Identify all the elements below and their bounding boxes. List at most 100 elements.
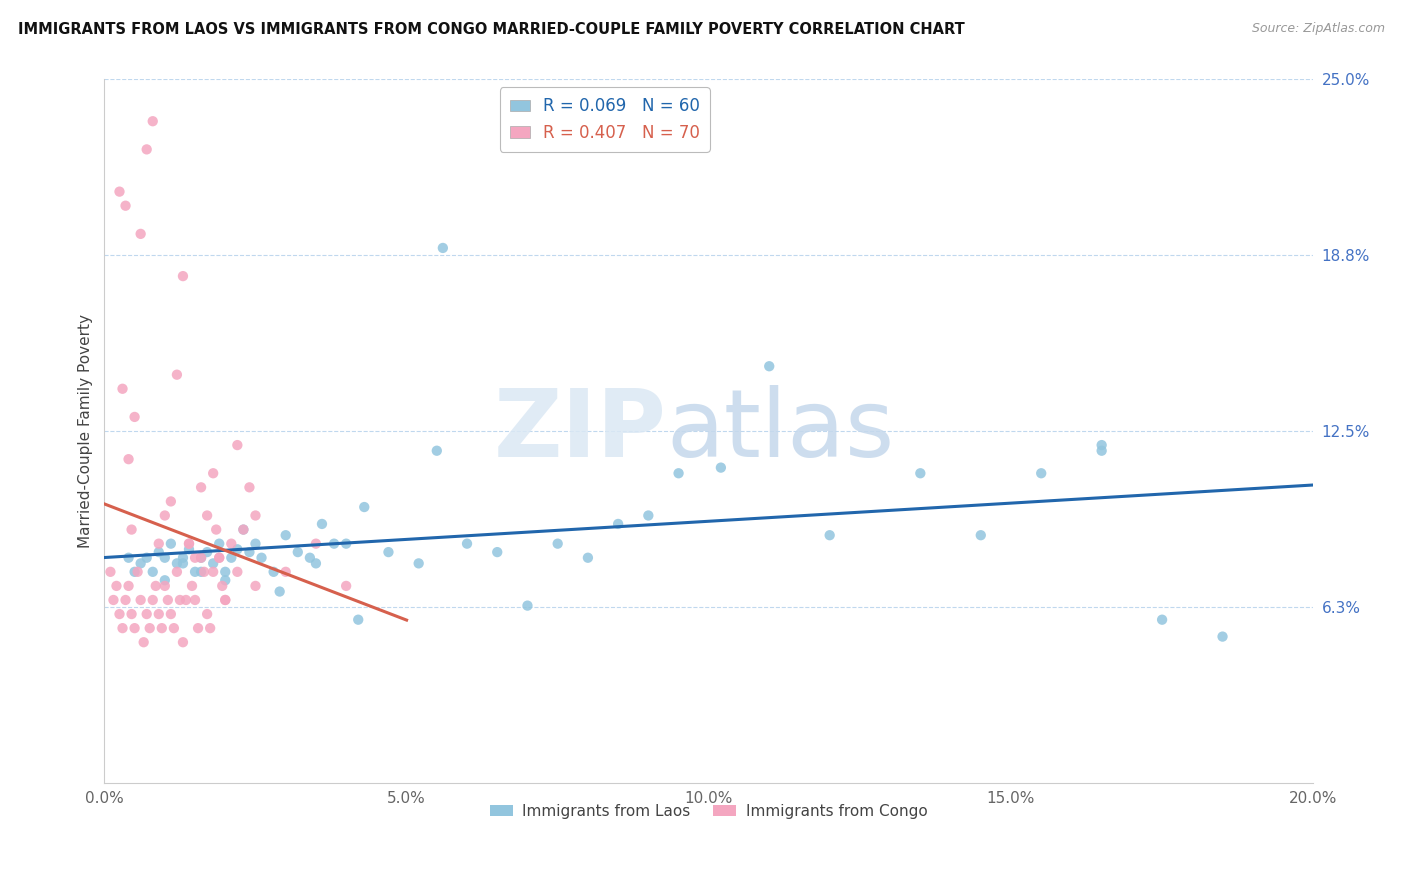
Point	[172, 557, 194, 571]
Point	[818, 528, 841, 542]
Point	[195, 545, 218, 559]
Point	[668, 467, 690, 481]
Point	[710, 460, 733, 475]
Point	[486, 545, 509, 559]
Point	[111, 621, 134, 635]
Point	[221, 536, 243, 550]
Point	[177, 542, 200, 557]
Point	[124, 565, 146, 579]
Point	[148, 536, 170, 550]
Point	[160, 536, 183, 550]
Point	[214, 574, 236, 588]
Point	[135, 142, 157, 156]
Point	[148, 545, 170, 559]
Point	[135, 550, 157, 565]
Point	[172, 550, 194, 565]
Point	[238, 480, 260, 494]
Point	[208, 536, 231, 550]
Point	[195, 607, 218, 621]
Point	[121, 523, 143, 537]
Point	[117, 579, 139, 593]
Point	[377, 545, 399, 559]
Point	[166, 557, 188, 571]
Legend: Immigrants from Laos, Immigrants from Congo: Immigrants from Laos, Immigrants from Co…	[484, 797, 934, 825]
Point	[202, 467, 225, 481]
Point	[127, 565, 149, 579]
Point	[232, 523, 254, 537]
Point	[274, 528, 297, 542]
Point	[172, 635, 194, 649]
Point	[190, 550, 212, 565]
Point	[195, 508, 218, 523]
Point	[607, 516, 630, 531]
Point	[105, 579, 128, 593]
Point	[547, 536, 569, 550]
Point	[111, 382, 134, 396]
Point	[177, 536, 200, 550]
Point	[160, 494, 183, 508]
Point	[142, 565, 165, 579]
Point	[145, 579, 167, 593]
Text: ZIP: ZIP	[494, 385, 666, 477]
Point	[1212, 630, 1234, 644]
Point	[353, 500, 375, 514]
Point	[232, 523, 254, 537]
Point	[245, 508, 267, 523]
Point	[238, 545, 260, 559]
Point	[269, 584, 291, 599]
Point	[190, 480, 212, 494]
Point	[323, 536, 346, 550]
Point	[124, 409, 146, 424]
Point	[456, 536, 478, 550]
Point	[221, 550, 243, 565]
Point	[160, 607, 183, 621]
Point	[205, 523, 228, 537]
Point	[190, 550, 212, 565]
Point	[198, 621, 221, 635]
Point	[214, 593, 236, 607]
Point	[114, 593, 136, 607]
Point	[226, 565, 249, 579]
Point	[287, 545, 309, 559]
Point	[117, 550, 139, 565]
Point	[263, 565, 285, 579]
Point	[129, 593, 152, 607]
Point	[245, 579, 267, 593]
Point	[298, 550, 321, 565]
Point	[202, 565, 225, 579]
Point	[432, 241, 454, 255]
Point	[174, 593, 197, 607]
Point	[100, 565, 122, 579]
Point	[758, 359, 780, 374]
Point	[1091, 438, 1114, 452]
Point	[169, 593, 191, 607]
Point	[637, 508, 659, 523]
Point	[166, 368, 188, 382]
Point	[181, 579, 204, 593]
Point	[108, 607, 131, 621]
Point	[153, 574, 176, 588]
Point	[208, 550, 231, 565]
Point	[211, 579, 233, 593]
Point	[274, 565, 297, 579]
Point	[129, 557, 152, 571]
Point	[1091, 443, 1114, 458]
Point	[148, 607, 170, 621]
Point	[184, 550, 207, 565]
Point	[177, 536, 200, 550]
Point	[202, 557, 225, 571]
Point	[335, 536, 357, 550]
Point	[124, 621, 146, 635]
Point	[193, 565, 215, 579]
Point	[970, 528, 993, 542]
Point	[226, 542, 249, 557]
Point	[132, 635, 155, 649]
Point	[305, 536, 328, 550]
Point	[1152, 613, 1174, 627]
Point	[129, 227, 152, 241]
Point	[153, 508, 176, 523]
Point	[311, 516, 333, 531]
Point	[426, 443, 449, 458]
Point	[153, 579, 176, 593]
Point	[1031, 467, 1053, 481]
